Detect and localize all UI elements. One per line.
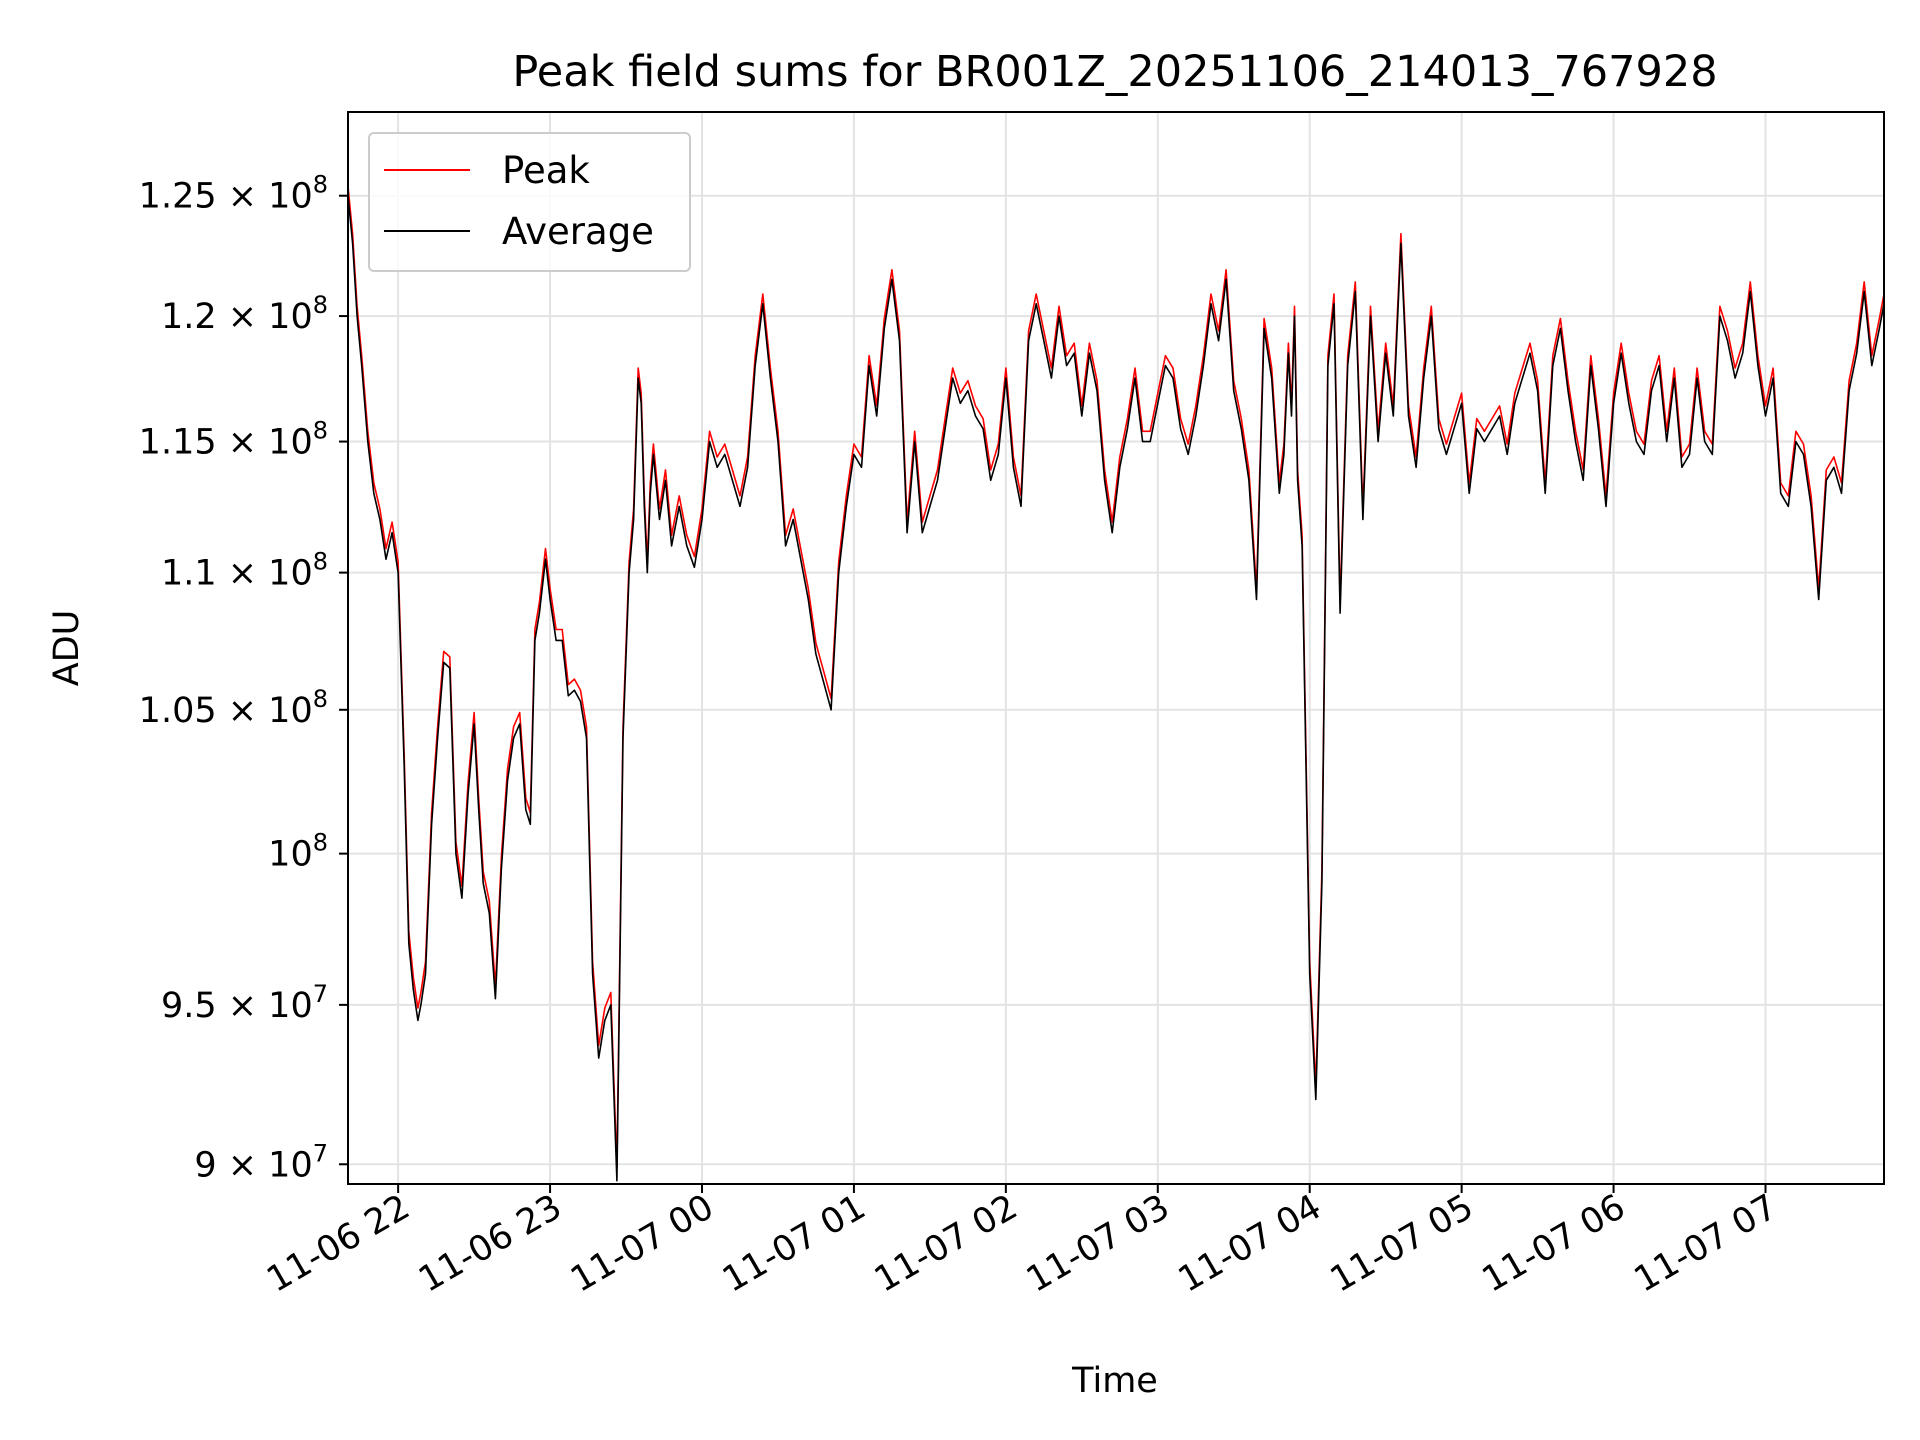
series-line-average (347, 195, 1885, 1182)
legend-average-label: Average (502, 210, 654, 253)
y-tick-label: 9.5 × 107 (161, 980, 328, 1026)
y-tick-label: 1.05 × 108 (139, 685, 328, 731)
y-tick-label: 1.1 × 108 (161, 548, 328, 594)
y-axis-label: ADU (47, 610, 87, 687)
y-tick-label: 1.15 × 108 (139, 417, 328, 463)
legend: Peak Average (368, 132, 691, 272)
series-line-peak (347, 186, 1885, 1169)
y-tick-label: 1.25 × 108 (139, 171, 328, 217)
y-tick-label: 9 × 107 (194, 1139, 328, 1185)
y-tick-label: 1.2 × 108 (161, 291, 328, 337)
series-group (347, 186, 1885, 1182)
y-tick-label: 108 (268, 829, 328, 875)
y-axis: 9 × 107 9.5 × 107 108 1.05 × 108 1.1 × 108 1.… (139, 171, 348, 1185)
chart-title: Peak field sums for BR001Z_20251106_2140… (512, 47, 1717, 97)
legend-peak-label: Peak (502, 149, 590, 192)
x-axis-label: Time (1071, 1361, 1158, 1401)
plot-frame (347, 111, 1885, 1185)
legend-box (368, 132, 691, 272)
